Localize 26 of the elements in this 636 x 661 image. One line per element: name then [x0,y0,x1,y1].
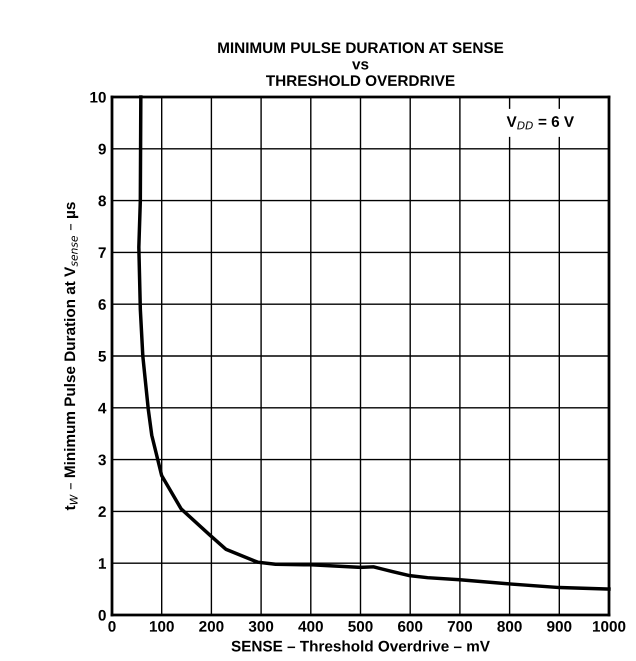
x-tick-label: 500 [348,620,373,632]
y-tick-label: 2 [98,506,106,517]
chart-title: MINIMUM PULSE DURATION AT SENSE vs THRESHOLD OVERDRIVE [218,42,504,86]
x-tick-label: 100 [150,620,174,632]
y-tick-label: 1 [98,558,106,569]
x-tick-label: 400 [298,620,323,632]
x-tick-label: 700 [448,620,472,632]
x-tick-label: 0 [108,620,116,632]
x-axis-title: SENSE – Threshold Overdrive – mV [231,640,490,652]
y-tick-label: 5 [98,351,106,362]
y-tick-label: 10 [90,92,106,103]
y-tick-label: 7 [98,247,106,258]
x-tick-label: 1000 [592,620,626,632]
y-tick-label: 8 [98,195,106,206]
x-tick-label: 800 [497,620,522,632]
y-tick-label: 9 [98,144,106,154]
y-tick-label: 0 [98,610,106,621]
annotation: V$_{DD}$ = 6 V [506,116,574,130]
x-tick-label: 600 [398,620,422,632]
y-axis-title: t$_{W}$ – Minimum Pulse Duration at V$_{sense}$ – µs [64,202,78,510]
x-tick-label: 300 [248,620,274,632]
y-tick-label: 4 [98,402,106,414]
y-tick-label: 3 [98,454,106,466]
x-tick-label: 200 [199,620,224,632]
y-tick-label: 6 [98,299,106,310]
x-tick-label: 900 [547,620,572,632]
